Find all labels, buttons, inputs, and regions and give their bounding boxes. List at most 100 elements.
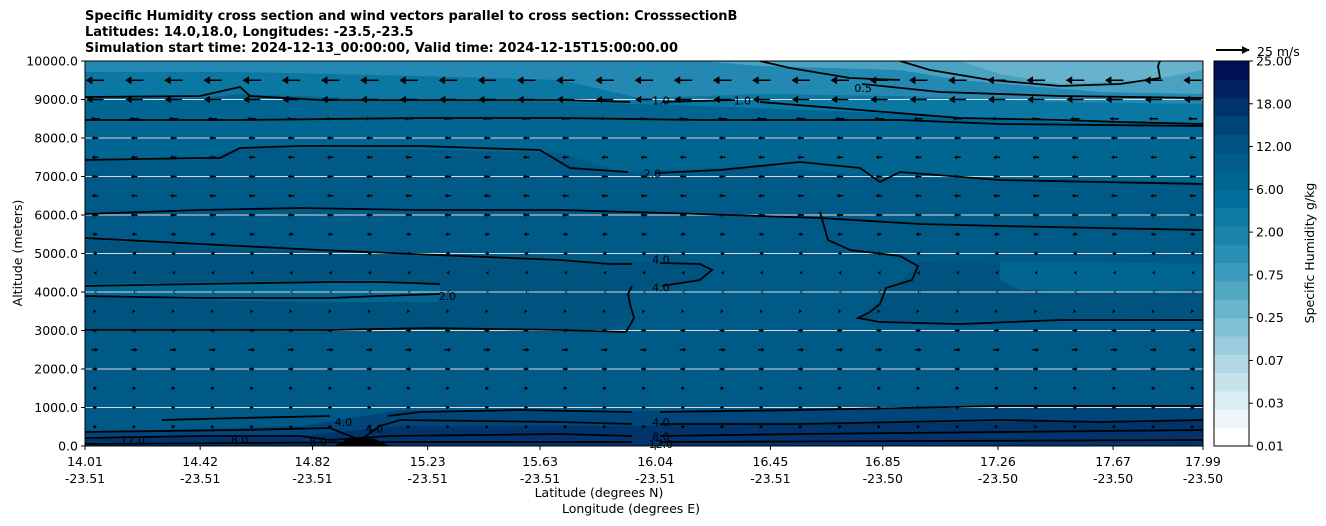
wind-arrow — [249, 328, 255, 333]
wind-arrow — [1189, 328, 1196, 333]
wind-arrow — [836, 347, 844, 352]
colorbar-tick-label: 0.25 — [1256, 310, 1284, 325]
wind-arrow — [913, 116, 923, 121]
wind-arrow — [329, 290, 333, 294]
wind-arrow — [994, 309, 998, 314]
wind-arrow — [328, 309, 332, 314]
y-axis-label: Altitude (meters) — [10, 200, 25, 307]
x-axis-ticks: 14.01 -23.51 14.42 -23.51 14.82 -23.51 15.23 -2… — [65, 446, 1223, 486]
wind-arrow — [289, 386, 293, 391]
wind-arrow — [993, 155, 1000, 160]
colorbar-label: Specific Humidity g/kg — [1302, 183, 1317, 324]
wind-arrow — [758, 232, 765, 237]
wind-arrow — [563, 309, 567, 314]
wind-arrow — [641, 328, 647, 333]
wind-arrow — [328, 424, 333, 429]
wind-arrow — [287, 155, 295, 160]
wind-arrow — [164, 76, 183, 85]
wind-arrow — [242, 76, 262, 85]
wind-arrow — [995, 270, 999, 275]
x-tick-label-lon: -23.51 — [180, 471, 220, 486]
wind-arrow — [1150, 136, 1157, 140]
wind-arrow — [164, 95, 182, 104]
wind-arrow — [679, 193, 687, 198]
contour-line-6p0-b — [660, 419, 1203, 425]
wind-arrow — [1189, 347, 1196, 352]
wind-arrow — [1151, 424, 1156, 429]
wind-arrow — [955, 386, 960, 391]
wind-arrow — [524, 386, 529, 391]
wind-arrow — [563, 251, 568, 256]
wind-arrow — [1033, 328, 1039, 333]
contour-line-8p0-b — [659, 429, 1203, 437]
wind-arrow — [94, 290, 98, 294]
wind-arrow — [562, 347, 569, 352]
wind-arrow — [564, 270, 568, 275]
wind-arrow — [562, 367, 569, 371]
wind-arrow — [674, 95, 692, 104]
wind-arrow — [1109, 116, 1119, 121]
wind-arrow — [556, 95, 574, 104]
x-tick-label-lon: -23.51 — [635, 471, 675, 486]
wind-arrow — [405, 193, 412, 198]
wind-arrow — [635, 95, 653, 104]
wind-arrow — [249, 405, 254, 410]
wind-arrow — [718, 174, 726, 179]
wind-arrow — [601, 155, 608, 160]
wind-arrow — [758, 328, 765, 333]
wind-arrow — [204, 95, 222, 104]
wind-arrow — [797, 155, 804, 160]
wind-arrow — [563, 424, 568, 429]
wind-arrow — [797, 347, 804, 352]
wind-arrow — [837, 251, 842, 256]
wind-arrow — [1072, 328, 1078, 333]
wind-arrow — [1033, 424, 1038, 429]
wind-arrow — [1070, 116, 1080, 121]
wind-arrow — [405, 347, 412, 352]
wind-arrow — [170, 367, 177, 371]
wind-arrow — [914, 347, 922, 352]
wind-arrow — [444, 347, 452, 352]
x-axis-label-longitude: Longitude (degrees E) — [562, 501, 700, 516]
wind-arrow — [916, 405, 921, 410]
wind-arrow — [1112, 405, 1117, 410]
wind-arrow — [681, 309, 685, 314]
wind-arrow — [679, 174, 687, 179]
colorbar-swatch — [1214, 409, 1249, 429]
wind-arrow — [486, 290, 490, 294]
wind-arrow — [522, 136, 530, 140]
wind-arrow — [759, 386, 764, 391]
x-tick-label-lon: -23.50 — [863, 471, 903, 486]
wind-arrow — [132, 405, 137, 410]
wind-arrow — [170, 232, 177, 237]
wind-arrow — [1073, 270, 1077, 275]
wind-arrow — [799, 270, 803, 275]
wind-arrow — [328, 386, 333, 391]
wind-arrow — [171, 405, 176, 410]
wind-arrow — [869, 76, 889, 85]
wind-arrow — [836, 136, 844, 140]
wind-arrow — [1071, 155, 1079, 160]
terrain-bump — [334, 437, 390, 446]
wind-arrow — [908, 76, 928, 85]
wind-arrow — [1033, 251, 1038, 256]
wind-arrow — [485, 251, 489, 256]
wind-arrow — [325, 116, 335, 121]
wind-arrow — [326, 174, 334, 179]
wind-arrow — [797, 193, 804, 198]
x-tick-label-lon: -23.51 — [65, 471, 105, 486]
wind-arrow — [209, 367, 216, 371]
wind-arrow — [713, 95, 731, 104]
contour-label: 4.0 — [652, 253, 670, 266]
wind-arrow — [603, 290, 607, 294]
wind-arrow — [759, 405, 764, 410]
wind-arrow — [994, 386, 999, 391]
colorbar-tick-label: 12.00 — [1256, 139, 1292, 154]
wind-arrow — [720, 251, 725, 256]
wind-arrow — [799, 290, 803, 294]
wind-arrow — [406, 424, 411, 429]
wind-arrow — [720, 424, 725, 429]
wind-arrow — [634, 76, 654, 85]
wind-arrow — [719, 367, 725, 371]
wind-arrow — [287, 213, 295, 217]
